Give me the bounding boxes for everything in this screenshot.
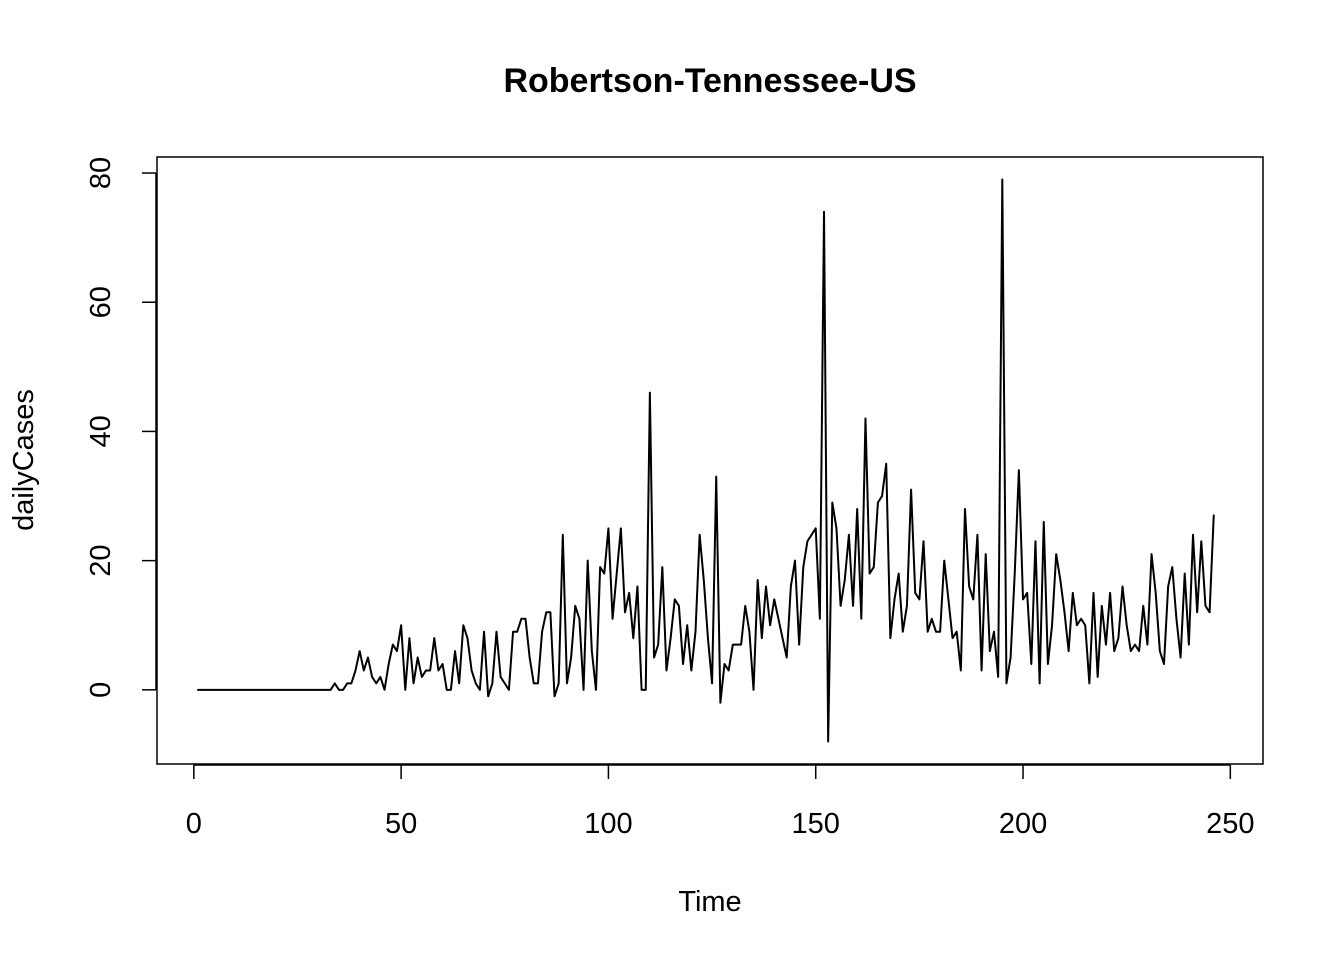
- y-tick-label: 80: [85, 157, 117, 189]
- chart-title: Robertson-Tennessee-US: [503, 62, 916, 100]
- x-axis: 0 50 100 150 200 250: [186, 764, 1255, 840]
- x-tick-label: 100: [584, 808, 632, 840]
- daily-cases-line: [196, 178, 1215, 743]
- x-axis-title: Time: [678, 886, 741, 918]
- y-tick-label: 0: [85, 682, 117, 698]
- x-tick-label: 150: [792, 808, 840, 840]
- x-tick-label: 250: [1206, 808, 1254, 840]
- x-tick-label: 0: [186, 808, 202, 840]
- x-tick-label: 200: [999, 808, 1047, 840]
- y-tick-label: 40: [85, 415, 117, 447]
- y-axis: 0 20 40 60 80: [85, 157, 157, 698]
- y-axis-title: dailyCases: [8, 389, 40, 531]
- plot-frame: [156, 156, 1264, 765]
- y-tick-label: 60: [85, 286, 117, 318]
- y-tick-label: 20: [85, 545, 117, 577]
- x-tick-label: 50: [385, 808, 417, 840]
